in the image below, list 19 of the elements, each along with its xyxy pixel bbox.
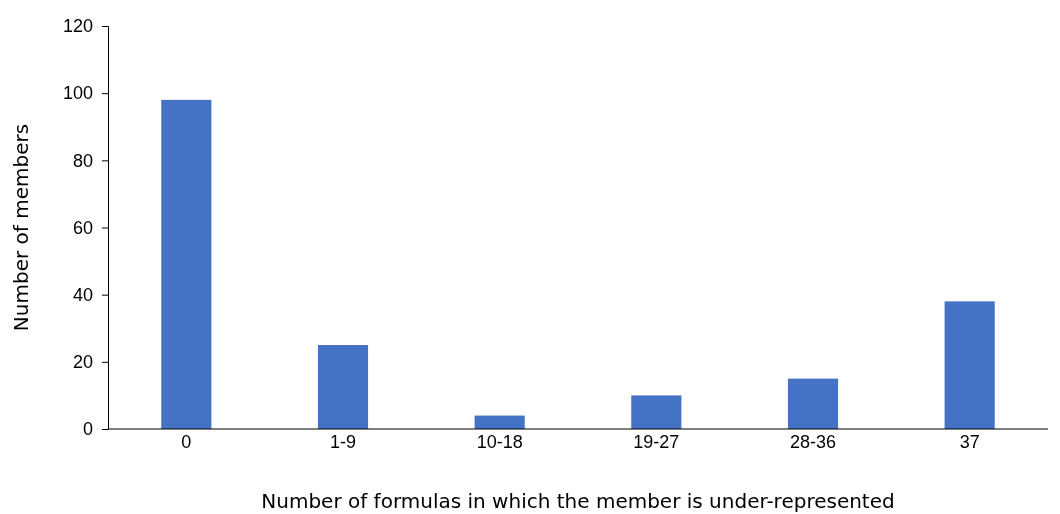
bar: [161, 99, 212, 429]
x-tick-label: 1-9: [329, 432, 357, 452]
x-tick-label: 37: [959, 432, 980, 452]
x-tick-label: 0: [181, 432, 192, 452]
bar: [317, 345, 369, 429]
x-tick-label: 28-36: [789, 432, 837, 452]
x-tick-label: 10-18: [476, 432, 523, 452]
bar: [944, 301, 995, 429]
y-tick-label: 60: [72, 217, 93, 238]
y-tick-label: 120: [62, 16, 93, 37]
y-axis-title: Number of members: [9, 123, 33, 332]
x-axis-title: Number of formulas in which the member is under-represented: [261, 489, 895, 513]
y-tick-label: 100: [62, 83, 93, 104]
bar: [787, 378, 839, 429]
y-tick-label: 80: [72, 150, 93, 171]
x-tick-label: 19-27: [633, 432, 680, 452]
bar: [631, 395, 682, 429]
y-tick-label: 40: [72, 284, 93, 305]
y-tick-label: 20: [72, 352, 93, 373]
